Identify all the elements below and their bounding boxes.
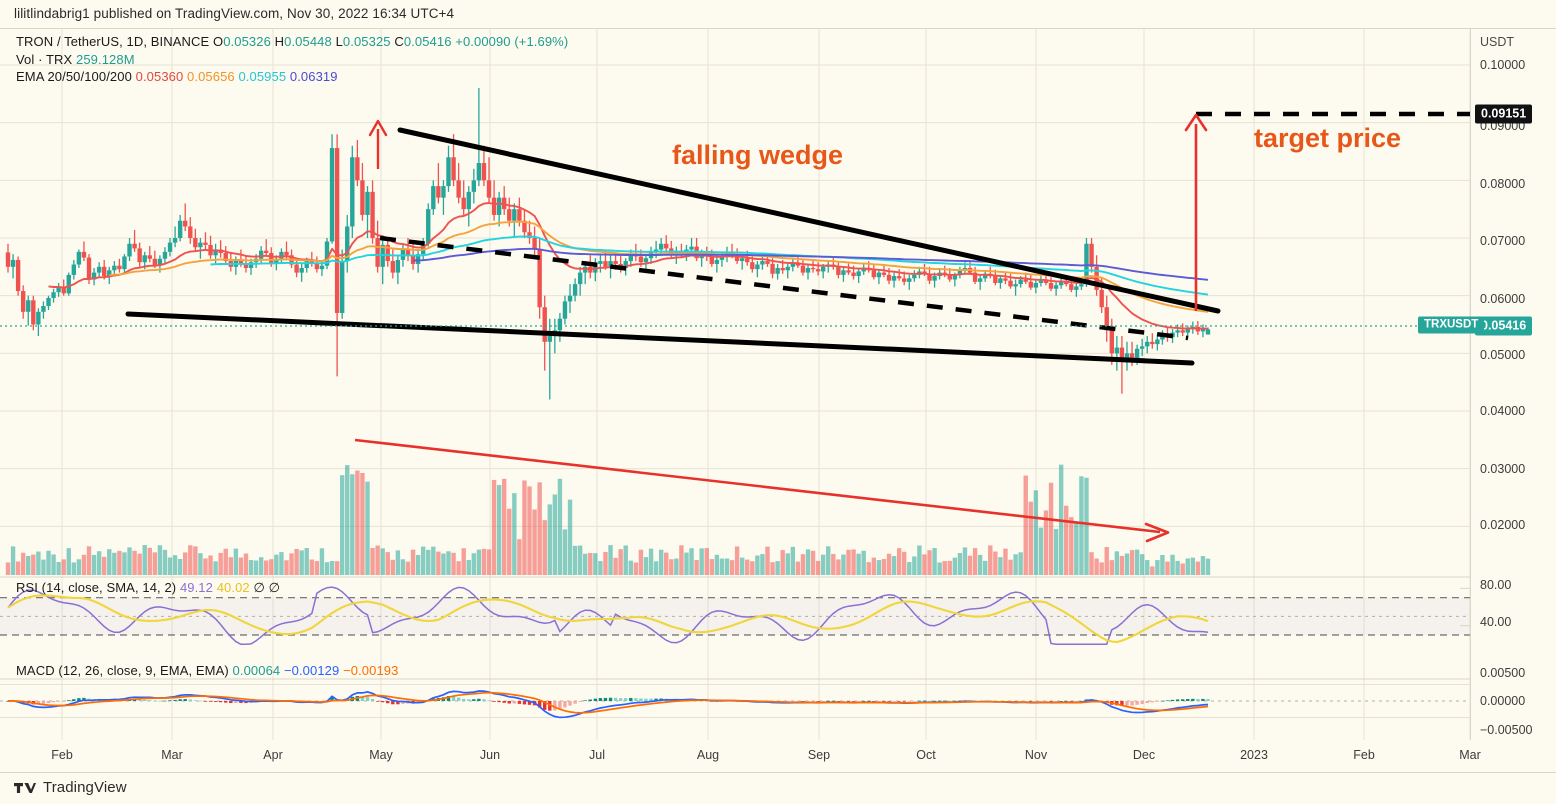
macd-legend: MACD (12, 26, close, 9, EMA, EMA) 0.0006…	[16, 663, 398, 678]
price-tick: 0.02000	[1480, 518, 1526, 532]
legend-high-label: H	[274, 34, 285, 49]
macd-hist-value: 0.00064	[232, 663, 281, 678]
time-tick: Aug	[696, 748, 720, 762]
legend-high-value: 0.05448	[284, 34, 332, 49]
time-tick: Oct	[916, 748, 936, 762]
tradingview-logo: TradingView	[14, 779, 127, 796]
macd-line-value: −0.00129	[283, 663, 340, 678]
annotation-target-price: target price	[1254, 123, 1402, 153]
ema100-value: 0.05955	[238, 69, 287, 84]
legend-open-label: O	[213, 34, 224, 49]
rsi-legend: RSI (14, close, SMA, 14, 2) 49.12 40.02 …	[16, 580, 280, 596]
time-tick: Jul	[589, 748, 605, 762]
chart-canvas	[0, 29, 1470, 741]
time-tick: Apr	[263, 748, 283, 762]
ema-legend-label: EMA 20/50/100/200	[16, 69, 132, 84]
legend-change: +0.00090	[455, 34, 511, 49]
chart-plot-area[interactable]	[0, 28, 1470, 742]
volume-legend-label: Vol · TRX	[16, 52, 73, 67]
macd-legend-label: MACD (12, 26, close, 9, EMA, EMA)	[16, 663, 229, 678]
price-tick: 0.10000	[1480, 58, 1526, 72]
rsi-sma-value: 40.02	[216, 580, 250, 595]
main-legend: TRON / TetherUS, 1D, BINANCE O0.05326 H0…	[16, 34, 568, 49]
macd-tick: −0.00500	[1480, 723, 1533, 737]
legend-change-pct: (+1.69%)	[514, 34, 569, 49]
price-tick: 0.07000	[1480, 234, 1526, 248]
time-tick: Sep	[807, 748, 831, 762]
time-tick: Feb	[51, 748, 73, 762]
price-tick: 0.08000	[1480, 177, 1526, 191]
annotation-falling-wedge: falling wedge	[672, 140, 844, 170]
time-tick: May	[369, 748, 393, 762]
legend-symbol: TRON / TetherUS, 1D, BINANCE	[16, 34, 210, 49]
legend-close-label: C	[394, 34, 404, 49]
time-tick: Dec	[1132, 748, 1156, 762]
ema20-value: 0.05360	[135, 69, 184, 84]
macd-signal-value: −0.00193	[343, 663, 399, 678]
time-tick: Nov	[1024, 748, 1048, 762]
price-tick: 0.06000	[1480, 292, 1526, 306]
rsi-extra-2: ∅	[268, 580, 281, 595]
ema50-value: 0.05656	[187, 69, 235, 84]
time-tick: Feb	[1353, 748, 1375, 762]
legend-open-value: 0.05326	[223, 34, 271, 49]
tradingview-wordmark: TradingView	[43, 779, 127, 796]
publish-info: lilitlindabrig1 published on TradingView…	[14, 6, 455, 21]
rsi-tick: 40.00	[1480, 615, 1512, 629]
price-tick: 0.05000	[1480, 348, 1526, 362]
macd-tick: 0.00500	[1480, 666, 1526, 680]
time-tick: Jun	[479, 748, 501, 762]
rsi-value: 49.12	[179, 580, 213, 595]
price-tick: 0.04000	[1480, 404, 1526, 418]
macd-tick: 0.00000	[1480, 694, 1526, 708]
time-tick: Mar	[1459, 748, 1481, 762]
legend-close-value: 0.05416	[403, 34, 452, 49]
current-price-tag[interactable]: 0.05416	[1475, 316, 1533, 336]
time-tick: Mar	[161, 748, 183, 762]
rsi-legend-label: RSI (14, close, SMA, 14, 2)	[16, 580, 177, 595]
legend-low-label: L	[335, 34, 343, 49]
price-axis-unit: USDT	[1480, 35, 1515, 49]
ema-legend: EMA 20/50/100/200 0.05360 0.05656 0.0595…	[16, 69, 338, 84]
rsi-extra-1: ∅	[253, 580, 265, 595]
tradingview-mark-icon	[14, 782, 36, 793]
volume-legend-value: 259.128M	[76, 52, 135, 67]
rsi-tick: 80.00	[1480, 578, 1512, 592]
price-axis[interactable]: USDT 0.10000 0.09000 0.08000 0.07000 0.06000…	[1470, 28, 1556, 742]
legend-low-value: 0.05325	[342, 34, 391, 49]
target-price-tag[interactable]: 0.09151	[1475, 104, 1533, 124]
symbol-price-chip[interactable]: TRXUSDT	[1418, 316, 1485, 334]
volume-legend: Vol · TRX 259.128M	[16, 52, 135, 67]
ema200-value: 0.06319	[289, 69, 338, 84]
time-tick: 2023	[1240, 748, 1268, 762]
time-axis[interactable]: Feb Mar Apr May Jun Jul Aug Sep Oct Nov Dec 2023 Feb…	[0, 740, 1556, 773]
price-tick: 0.03000	[1480, 462, 1526, 476]
